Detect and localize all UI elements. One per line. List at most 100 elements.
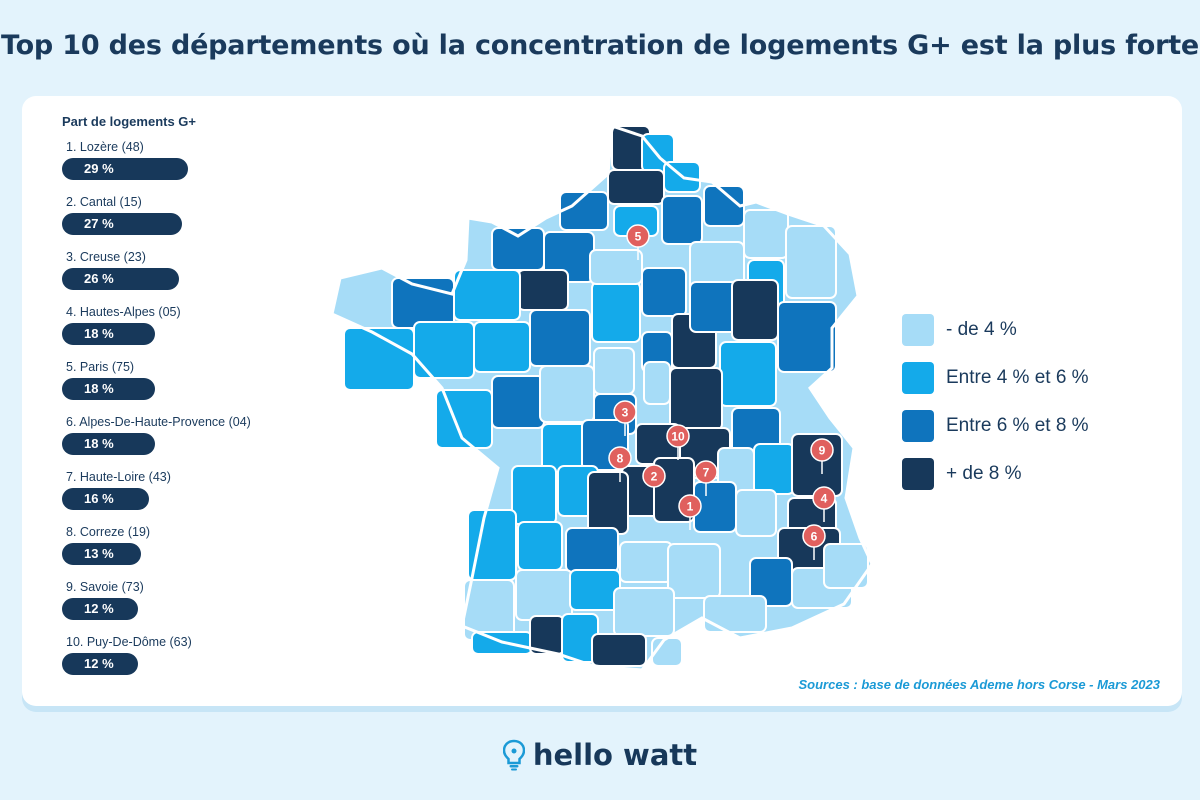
rank-marker-label: 2 (651, 470, 658, 484)
rank-value-bar: 12 % (62, 598, 138, 620)
department-region (559, 191, 609, 231)
department-region (743, 209, 789, 259)
rank-label: 9. Savoie (73) (66, 580, 144, 594)
rank-marker-label: 8 (617, 452, 624, 466)
legend-label: + de 8 % (946, 463, 1022, 484)
rank-value-bar: 29 % (62, 158, 188, 180)
rank-label: 3. Creuse (23) (66, 250, 146, 264)
rank-marker: 4 (812, 486, 836, 522)
rank-label: 10. Puy-De-Dôme (63) (66, 635, 192, 649)
rank-item: 5. Paris (75) 18 % (62, 359, 322, 400)
department-region (823, 543, 869, 589)
rank-value-bar: 16 % (62, 488, 150, 510)
rank-label: 5. Paris (75) (66, 360, 135, 374)
rank-marker: 9 (810, 438, 834, 474)
department-region (641, 267, 687, 317)
rank-value-bar: 27 % (62, 213, 183, 235)
department-region (473, 321, 531, 373)
rank-value-bar: 18 % (62, 323, 156, 345)
rank-label: 6. Alpes-De-Haute-Provence (04) (66, 415, 251, 429)
rank-marker: 5 (626, 224, 650, 260)
legend-label: - de 4 % (946, 319, 1017, 340)
rank-item: 3. Creuse (23) 26 % (62, 249, 322, 290)
rank-marker-label: 7 (703, 466, 710, 480)
rank-label: 4. Hautes-Alpes (05) (66, 305, 181, 319)
rank-item: 4. Hautes-Alpes (05) 18 % (62, 304, 322, 345)
rank-label: 1. Lozère (48) (66, 140, 144, 154)
rank-item: 8. Correze (19) 13 % (62, 524, 322, 565)
department-region (669, 367, 723, 431)
department-region (491, 375, 545, 429)
legend-swatch (902, 458, 934, 490)
rank-marker-label: 3 (622, 406, 629, 420)
rank-marker-label: 6 (811, 530, 818, 544)
department-region (591, 281, 641, 343)
rank-item: 6. Alpes-De-Haute-Provence (04) 18 % (62, 414, 322, 455)
lightbulb-icon (502, 739, 525, 771)
rank-label: 8. Correze (19) (66, 525, 151, 539)
brand-name: hello watt (532, 738, 698, 772)
ranking-title: Part de logements G+ (62, 114, 197, 129)
rank-value-bar: 18 % (62, 433, 156, 455)
legend-item: Entre 4 % et 6 % (902, 362, 1089, 394)
department-region (643, 361, 671, 405)
department-region (517, 521, 563, 571)
legend-label: Entre 4 % et 6 % (946, 367, 1089, 388)
rank-marker-label: 9 (819, 444, 826, 458)
department-region (515, 569, 573, 621)
legend-swatch (902, 410, 934, 442)
rank-marker-label: 10 (671, 430, 685, 444)
department-region (613, 587, 675, 637)
department-region (731, 279, 779, 341)
department-region (413, 321, 475, 379)
department-region (661, 195, 703, 245)
rank-value-bar: 12 % (62, 653, 138, 675)
rank-marker: 10 (666, 424, 690, 460)
department-region (719, 341, 777, 407)
map-legend: - de 4 % Entre 4 % et 6 % Entre 6 % et 8 %… (902, 314, 1089, 506)
legend-swatch (902, 362, 934, 394)
department-region (591, 633, 647, 667)
department-region (453, 269, 521, 321)
legend-item: Entre 6 % et 8 % (902, 410, 1089, 442)
rank-marker-label: 1 (687, 500, 694, 514)
rank-item: 9. Savoie (73) 12 % (62, 579, 322, 620)
department-region (619, 541, 673, 583)
country-border (330, 123, 874, 672)
rank-value-bar: 18 % (62, 378, 156, 400)
department-region (565, 527, 619, 573)
legend-swatch (902, 314, 934, 346)
department-region (511, 465, 557, 525)
rank-marker: 1 (678, 494, 702, 530)
rank-value-bar: 13 % (62, 543, 141, 565)
rank-item: 7. Haute-Loire (43) 16 % (62, 469, 322, 510)
infographic-card: Part de logements G+ 1. Lozère (48) 29 % 2… (22, 96, 1182, 706)
department-region (593, 347, 635, 395)
rank-item: 10. Puy-De-Dôme (63) 12 % (62, 634, 322, 675)
rank-marker: 6 (802, 524, 826, 560)
department-region (569, 569, 621, 611)
france-map: 1 2 3 4 5 6 7 8 9 10 (330, 123, 874, 672)
legend-item: - de 4 % (902, 314, 1089, 346)
department-region (529, 309, 591, 367)
department-region (777, 301, 837, 373)
ranking-list: Part de logements G+ 1. Lozère (48) 29 % 2… (62, 114, 322, 689)
rank-marker-label: 5 (635, 230, 642, 244)
rank-marker: 7 (694, 460, 718, 496)
department-region (517, 269, 569, 311)
rank-item: 2. Cantal (15) 27 % (62, 194, 322, 235)
legend-label: Entre 6 % et 8 % (946, 415, 1089, 436)
page-title: Top 10 des départements où la concentrat… (0, 30, 1200, 61)
rank-item: 1. Lozère (48) 29 % (62, 139, 322, 180)
rank-label: 2. Cantal (15) (66, 195, 142, 209)
brand-logo: hello watt (0, 738, 1200, 776)
department-region (607, 169, 665, 205)
department-region (735, 489, 777, 537)
rank-value-bar: 26 % (62, 268, 180, 290)
source-note: Sources : base de données Ademe hors Cor… (798, 677, 1161, 692)
department-region (785, 225, 837, 299)
department-region (753, 443, 795, 495)
rank-label: 7. Haute-Loire (43) (66, 470, 171, 484)
rank-marker: 2 (642, 464, 666, 500)
rank-marker: 8 (608, 446, 632, 482)
